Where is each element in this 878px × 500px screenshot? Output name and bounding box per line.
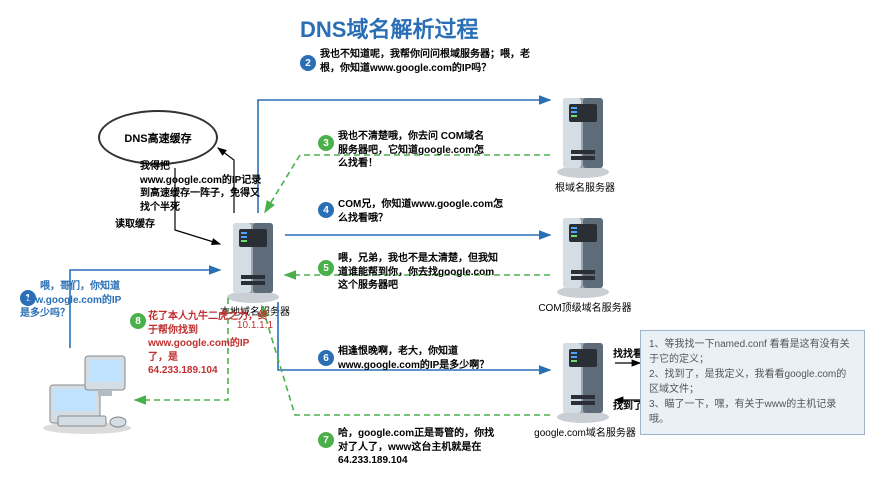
com-server-node: [553, 210, 613, 300]
step-num-5: 5: [318, 260, 334, 276]
step-text-8: 花了本人九牛二虎之力，终于帮你找到www.google.com的IP了，是 64…: [148, 310, 268, 378]
dns-cache-node: DNS高速缓存: [98, 110, 218, 165]
step-num-6: 6: [318, 350, 334, 366]
server-icon: [553, 90, 613, 180]
step-num-7: 7: [318, 432, 334, 448]
diagram-title: DNS域名解析过程: [300, 12, 478, 44]
step-text-4: COM兄，你知道www.google.com怎么找看哦？: [338, 198, 508, 225]
step-text-1: 喂，哥们，你知道www.google.com的IP是多少吗？: [20, 280, 125, 321]
step-text-3: 我也不清楚哦，你去问 COM域名服务器吧，它知道google.com怎么找看！: [338, 130, 488, 171]
google-server-node: [553, 335, 613, 425]
computer-icon: [40, 350, 135, 435]
server-icon: [223, 215, 283, 305]
cache-write-label: 我得把 www.google.com的IP记录到高速缓存一阵子，免得又找个半死: [140, 160, 265, 214]
infobox: 1、等我找一下named.conf 看看是这有没有关于它的定义； 2、找到了，是…: [640, 330, 865, 435]
step-num-3: 3: [318, 135, 334, 151]
dns-cache-label: DNS高速缓存: [124, 130, 191, 146]
root-server-label: 根域名服务器: [540, 182, 630, 195]
step-num-8: 8: [130, 313, 146, 329]
infobox-line1: 1、等我找一下named.conf 看看是这有没有关于它的定义；: [649, 337, 856, 367]
find-label-2: 找到了: [613, 400, 643, 414]
server-icon: [553, 335, 613, 425]
step-text-2: 我也不知道呢，我帮你问问根域服务器；喂，老根，你知道www.google.com…: [320, 48, 545, 75]
step-text-7: 哈，google.com正是哥管的，你找对了人了，www这台主机就是在 64.2…: [338, 427, 498, 468]
root-server-node: [553, 90, 613, 180]
infobox-line2: 2、找到了，是我定义，我看看google.com的区域文件；: [649, 367, 856, 397]
cache-read-label: 读取缓存: [115, 218, 155, 232]
client-computer-node: [40, 350, 135, 440]
find-label-1: 找找看: [613, 348, 643, 362]
step-text-5: 喂，兄弟，我也不是太清楚，但我知道谁能帮到你，你去找google.com这个服务…: [338, 252, 498, 293]
step-num-4: 4: [318, 202, 334, 218]
com-server-label: COM顶级域名服务器: [530, 302, 640, 315]
step-text-6: 相逢恨晚啊，老大，你知道www.google.com的IP是多少啊？: [338, 345, 498, 372]
step-num-2: 2: [300, 55, 316, 71]
server-icon: [553, 210, 613, 300]
infobox-line3: 3、瞄了一下，嘿，有关于www的主机记录哦。: [649, 397, 856, 427]
local-server-node: [223, 215, 283, 305]
google-server-label: google.com域名服务器: [525, 427, 645, 440]
